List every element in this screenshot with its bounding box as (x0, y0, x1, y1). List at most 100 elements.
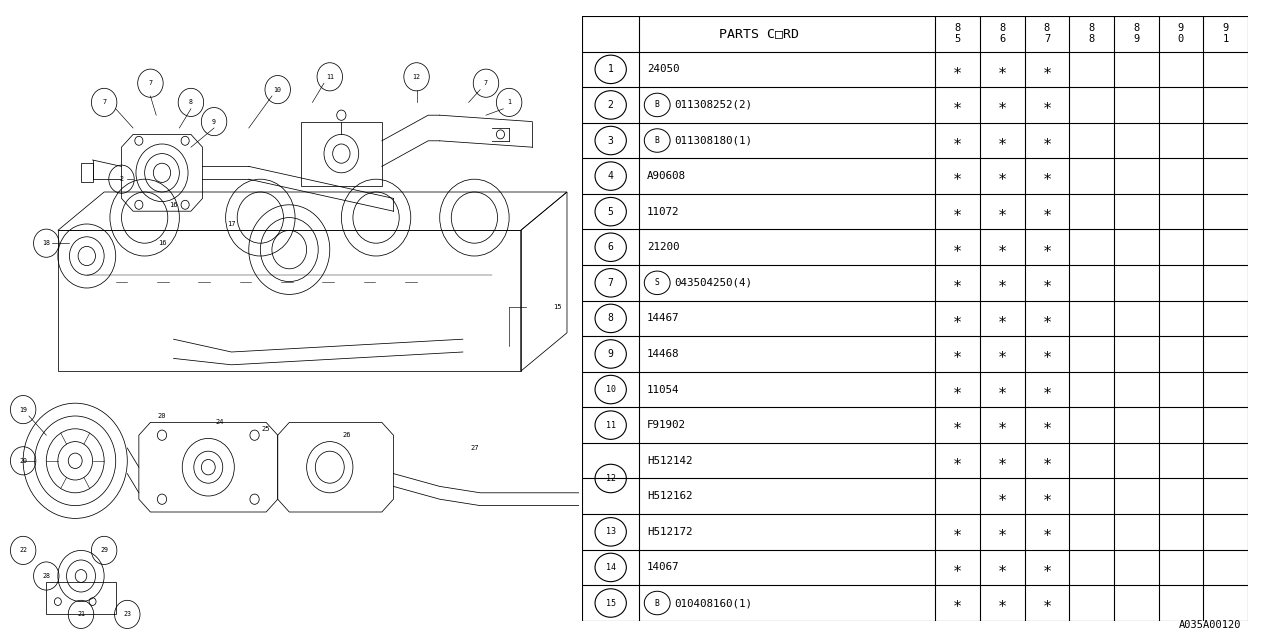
Text: ∗: ∗ (997, 275, 1007, 291)
Text: 16: 16 (157, 240, 166, 246)
Text: 29: 29 (100, 547, 108, 554)
Text: B: B (655, 100, 659, 109)
Text: A90608: A90608 (646, 171, 686, 181)
Text: ∗: ∗ (997, 62, 1007, 77)
Text: 14468: 14468 (646, 349, 680, 359)
Text: ∗: ∗ (952, 275, 963, 291)
Bar (46, 582, 115, 614)
Text: ∗: ∗ (952, 382, 963, 397)
Text: ∗: ∗ (1042, 453, 1051, 468)
Text: 24: 24 (215, 419, 224, 426)
Bar (81, 163, 92, 182)
Text: ∗: ∗ (997, 418, 1007, 433)
Text: 7: 7 (102, 99, 106, 106)
Text: ∗: ∗ (1042, 595, 1051, 611)
Text: 16: 16 (169, 202, 178, 208)
Text: ∗: ∗ (997, 524, 1007, 540)
Text: 10: 10 (274, 86, 282, 93)
Text: 6: 6 (608, 243, 613, 252)
Text: 011308252(2): 011308252(2) (675, 100, 753, 110)
Text: ∗: ∗ (997, 168, 1007, 184)
Text: H512142: H512142 (646, 456, 692, 466)
Text: 21: 21 (77, 611, 84, 618)
Text: 24050: 24050 (646, 65, 680, 74)
Text: 3: 3 (608, 136, 613, 145)
Text: S: S (655, 278, 659, 287)
Text: ∗: ∗ (1042, 168, 1051, 184)
Text: ∗: ∗ (1042, 240, 1051, 255)
Bar (301, 122, 381, 186)
Text: ∗: ∗ (1042, 382, 1051, 397)
Text: ∗: ∗ (1042, 560, 1051, 575)
Text: ∗: ∗ (952, 560, 963, 575)
Text: F91902: F91902 (646, 420, 686, 430)
Text: 8
7: 8 7 (1043, 24, 1050, 44)
Text: ∗: ∗ (1042, 133, 1051, 148)
Text: ∗: ∗ (997, 133, 1007, 148)
Text: 25: 25 (262, 426, 270, 432)
Text: PARTS C□RD: PARTS C□RD (719, 28, 799, 40)
Text: ∗: ∗ (952, 62, 963, 77)
Text: ∗: ∗ (1042, 524, 1051, 540)
Text: 26: 26 (343, 432, 352, 438)
Text: B: B (655, 598, 659, 607)
Text: 22: 22 (19, 547, 27, 554)
Text: ∗: ∗ (1042, 97, 1051, 113)
Text: 20: 20 (157, 413, 166, 419)
Text: 2: 2 (119, 176, 123, 182)
Text: ∗: ∗ (997, 97, 1007, 113)
Text: ∗: ∗ (952, 595, 963, 611)
Text: 8: 8 (189, 99, 193, 106)
Text: 8
6: 8 6 (1000, 24, 1005, 44)
Text: ∗: ∗ (997, 240, 1007, 255)
Text: 12: 12 (412, 74, 421, 80)
Text: 11054: 11054 (646, 385, 680, 394)
Text: 4: 4 (608, 171, 613, 181)
Text: 5: 5 (608, 207, 613, 217)
Text: H512162: H512162 (646, 492, 692, 501)
Text: 9: 9 (608, 349, 613, 359)
Text: ∗: ∗ (997, 311, 1007, 326)
Text: ∗: ∗ (952, 453, 963, 468)
Text: ∗: ∗ (952, 240, 963, 255)
Text: B: B (655, 136, 659, 145)
Text: 9
1: 9 1 (1222, 24, 1229, 44)
Text: 11: 11 (326, 74, 334, 80)
Text: ∗: ∗ (1042, 204, 1051, 219)
Text: ∗: ∗ (1042, 489, 1051, 504)
Text: 15: 15 (605, 598, 616, 607)
Text: ∗: ∗ (1042, 311, 1051, 326)
Text: 20: 20 (19, 458, 27, 464)
Text: ∗: ∗ (997, 204, 1007, 219)
Text: 27: 27 (470, 445, 479, 451)
Text: 1: 1 (507, 99, 511, 106)
Text: 7: 7 (608, 278, 613, 288)
Text: ∗: ∗ (997, 560, 1007, 575)
Text: 18: 18 (42, 240, 50, 246)
Text: 9
0: 9 0 (1178, 24, 1184, 44)
Text: 043504250(4): 043504250(4) (675, 278, 753, 288)
Text: 9: 9 (212, 118, 216, 125)
Text: 8
5: 8 5 (955, 24, 960, 44)
Text: ∗: ∗ (1042, 418, 1051, 433)
Text: 8: 8 (608, 314, 613, 323)
Text: ∗: ∗ (952, 346, 963, 362)
Text: ∗: ∗ (1042, 62, 1051, 77)
Text: 10: 10 (605, 385, 616, 394)
Text: ∗: ∗ (952, 204, 963, 219)
Text: 12: 12 (605, 474, 616, 483)
Text: ∗: ∗ (997, 382, 1007, 397)
Text: ∗: ∗ (952, 524, 963, 540)
Text: 17: 17 (227, 221, 236, 227)
Text: ∗: ∗ (1042, 346, 1051, 362)
Text: ∗: ∗ (997, 489, 1007, 504)
Text: 010408160(1): 010408160(1) (675, 598, 753, 608)
Text: 11072: 11072 (646, 207, 680, 217)
Text: 14: 14 (605, 563, 616, 572)
Text: 21200: 21200 (646, 243, 680, 252)
Text: 14067: 14067 (646, 563, 680, 572)
Text: A035A00120: A035A00120 (1179, 620, 1242, 630)
Text: 7: 7 (148, 80, 152, 86)
Text: 13: 13 (605, 527, 616, 536)
Text: 11: 11 (605, 420, 616, 429)
